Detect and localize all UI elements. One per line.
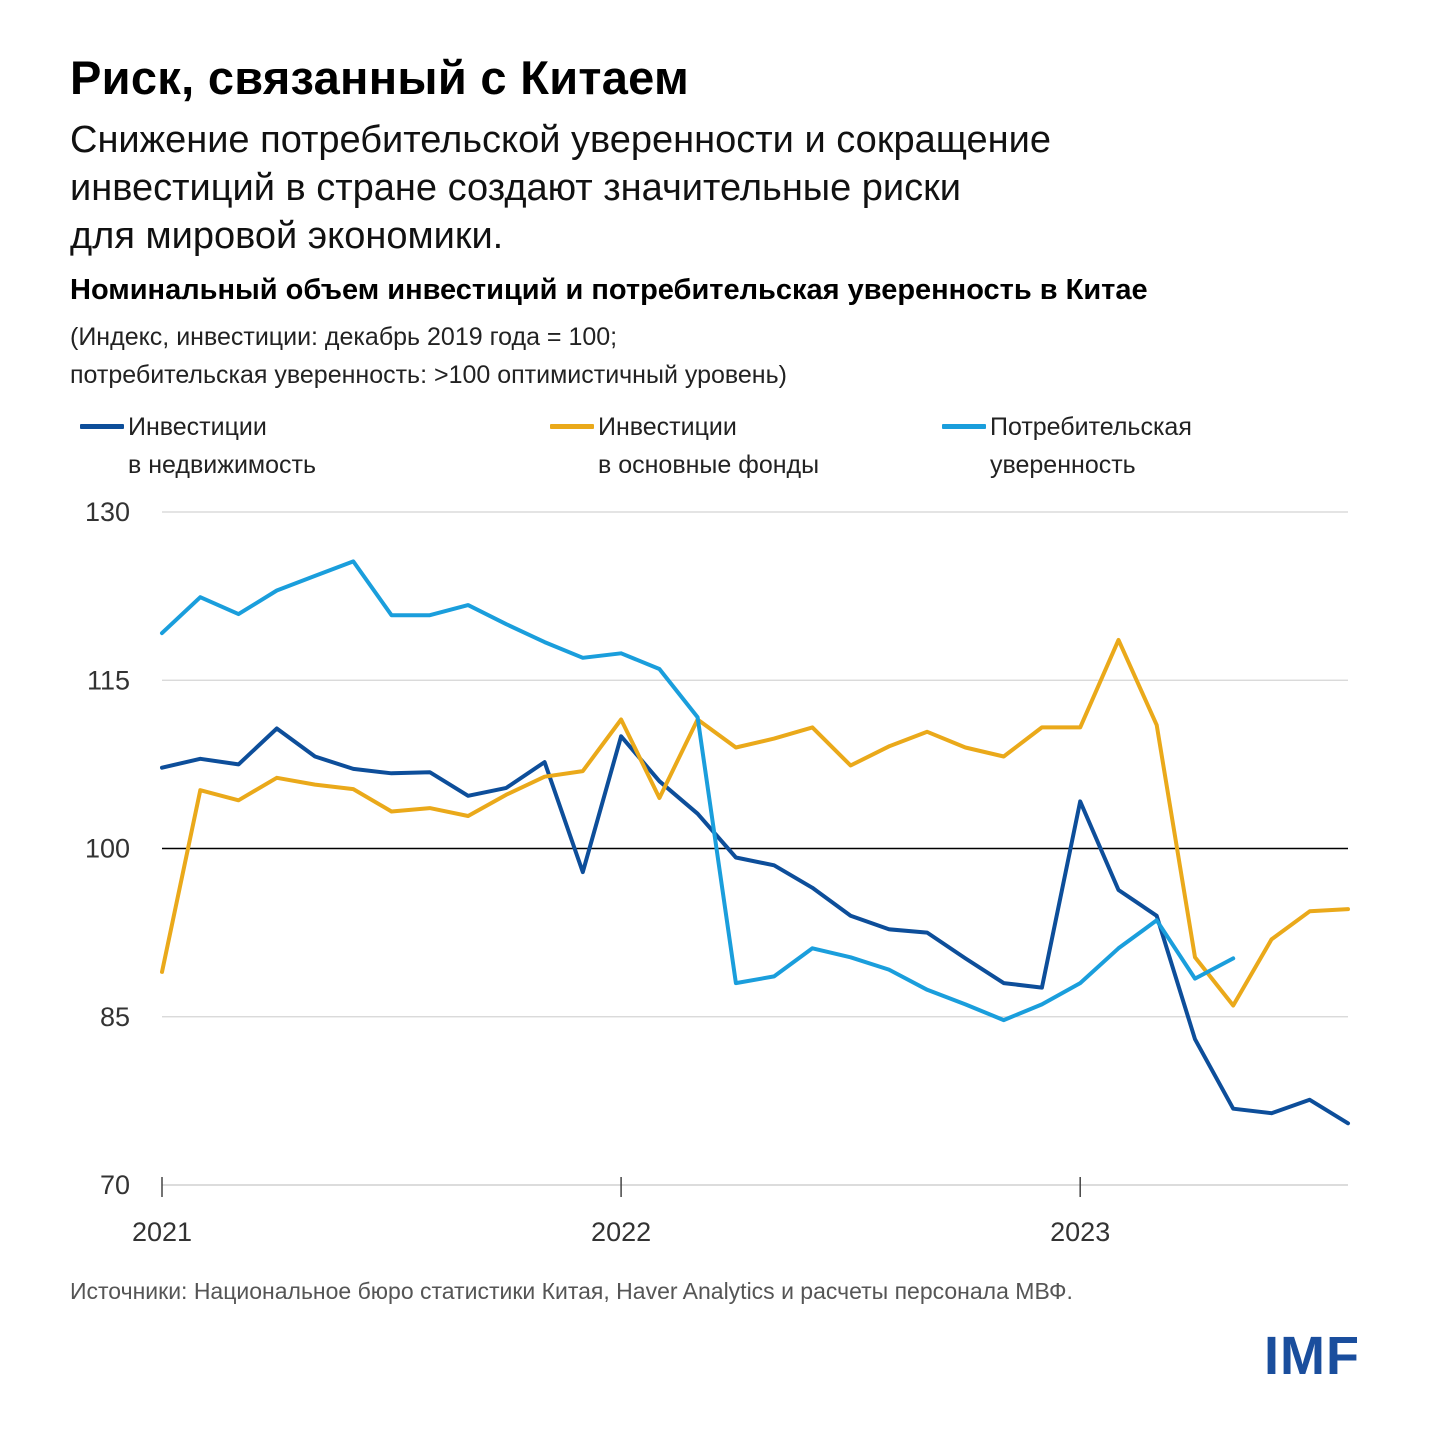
legend-swatch — [942, 424, 986, 429]
y-tick-label: 70 — [100, 1170, 130, 1200]
x-tick-label: 2021 — [132, 1217, 192, 1247]
legend-item-consumer-confidence: Потребительская уверенность — [942, 408, 1192, 484]
series-line-1 — [160, 637, 1350, 1008]
chart-note: (Индекс, инвестиции: декабрь 2019 года =… — [70, 318, 787, 394]
subtitle-line: для мировой экономики. — [70, 215, 504, 257]
legend-swatch — [550, 424, 594, 429]
page-title: Риск, связанный с Китаем — [70, 51, 690, 104]
legend-label: Потребительская уверенность — [990, 413, 1192, 479]
subtitle-line: Снижение потребительской уверенности и с… — [70, 119, 1052, 161]
chart-note-line: потребительская уверенность: >100 оптими… — [70, 361, 787, 389]
legend-swatch — [80, 424, 124, 429]
x-tick-label: 2022 — [591, 1217, 651, 1247]
y-tick-label: 100 — [85, 834, 130, 864]
series-line-0 — [160, 726, 1350, 1126]
legend-item-fixed-assets: Инвестиции в основные фонды — [550, 408, 819, 484]
y-tick-label: 115 — [87, 665, 130, 695]
subtitle-line: инвестиций в стране создают значительные… — [70, 167, 962, 209]
page-subtitle: Снижение потребительской уверенности и с… — [70, 116, 1370, 260]
x-tick-label: 2023 — [1050, 1217, 1110, 1247]
legend-label: Инвестиции в основные фонды — [598, 413, 820, 479]
series-line-2 — [160, 559, 1236, 1023]
y-tick-label: 130 — [85, 497, 130, 527]
legend-item-real-estate: Инвестиции в недвижимость — [80, 408, 316, 484]
y-tick-label: 85 — [100, 1002, 130, 1032]
legend-label: Инвестиции в недвижимость — [128, 413, 316, 479]
source-note: Источники: Национальное бюро статистики … — [70, 1278, 1073, 1304]
chart-title: Номинальный объем инвестиций и потребите… — [70, 274, 1148, 306]
imf-logo: IMF — [1264, 1326, 1360, 1386]
chart-note-line: (Индекс, инвестиции: декабрь 2019 года =… — [70, 323, 618, 351]
